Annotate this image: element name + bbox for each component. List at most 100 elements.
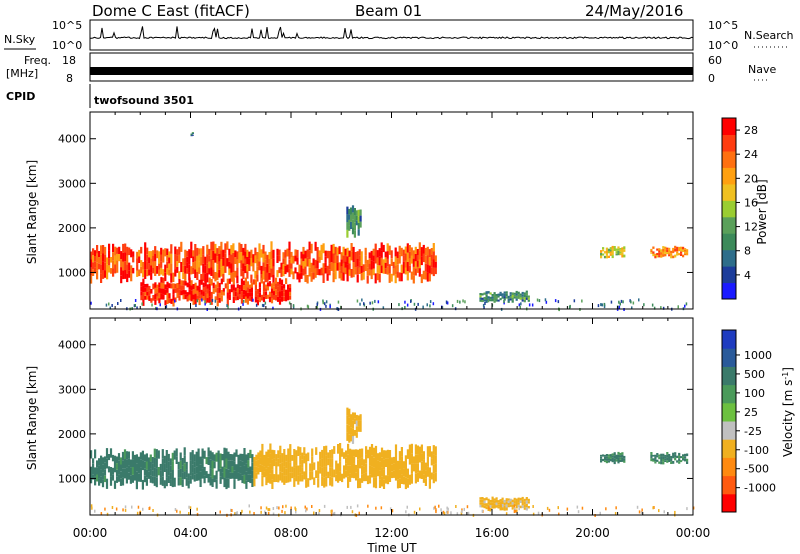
data-cell [619, 459, 622, 462]
data-cell [406, 271, 409, 281]
data-cell [227, 469, 230, 479]
data-cell [660, 456, 663, 459]
data-cell [325, 466, 328, 477]
data-cell [162, 256, 165, 263]
data-cell [617, 250, 620, 253]
data-cell [414, 473, 417, 484]
data-cell [525, 497, 528, 501]
data-cell [353, 471, 356, 479]
data-cell [493, 294, 496, 298]
data-cell [374, 273, 377, 284]
data-cell [142, 262, 145, 270]
data-cell [619, 248, 622, 250]
data-cell [202, 291, 205, 296]
data-cell [664, 249, 667, 252]
data-cell [249, 466, 252, 475]
data-cell [266, 263, 269, 273]
data-cell [287, 295, 290, 301]
freq-band [90, 67, 693, 75]
data-cell [324, 267, 327, 274]
data-cell [174, 246, 177, 254]
data-cell [94, 467, 97, 477]
data-cell [374, 445, 378, 457]
data-cell [114, 255, 117, 265]
data-cell [603, 251, 607, 254]
data-speckle [503, 300, 505, 303]
data-cell [378, 461, 382, 471]
data-cell [607, 248, 610, 251]
data-cell [153, 467, 156, 477]
data-speckle [484, 302, 486, 305]
colorbar-swatch [722, 282, 736, 300]
data-cell [287, 457, 290, 466]
data-cell [609, 247, 612, 250]
data-cell [295, 465, 298, 474]
data-cell [271, 469, 274, 480]
data-cell [190, 133, 193, 135]
data-cell [117, 460, 121, 468]
nsky-label: N.Sky [4, 33, 36, 46]
data-cell [203, 450, 206, 459]
data-cell [242, 289, 245, 295]
data-speckle [548, 508, 551, 512]
data-cell [251, 454, 254, 463]
data-cell [243, 465, 246, 475]
data-cell [378, 470, 382, 479]
data-cell [183, 471, 186, 480]
data-cell [364, 247, 367, 256]
data-cell [320, 244, 323, 253]
data-cell [410, 473, 413, 484]
data-cell [650, 452, 653, 456]
data-cell [408, 245, 411, 252]
data-cell [213, 461, 216, 469]
data-cell [184, 249, 187, 258]
data-cell [121, 468, 125, 478]
x-axis-label: Time UT [366, 541, 417, 554]
data-cell [295, 458, 298, 466]
data-cell [140, 295, 143, 301]
data-cell [155, 477, 158, 488]
data-speckle [600, 303, 602, 307]
data-cell [607, 255, 610, 258]
data-cell [143, 468, 146, 476]
data-cell [428, 467, 431, 479]
colorbar-swatch [722, 233, 736, 251]
data-cell [334, 246, 337, 255]
data-cell [420, 274, 423, 284]
data-speckle [440, 508, 442, 512]
data-cell [684, 249, 687, 252]
data-cell [262, 286, 266, 292]
data-cell [130, 249, 133, 258]
data-cell [329, 458, 332, 468]
data-cell [350, 414, 353, 421]
x-tick-label: 04:00 [173, 526, 208, 540]
data-cell [430, 261, 433, 268]
data-cell [100, 462, 103, 470]
data-cell [680, 460, 683, 463]
data-speckle [435, 508, 437, 512]
data-cell [219, 461, 222, 469]
data-speckle [94, 509, 96, 513]
velocity-colorbar-label-end: ] [781, 367, 795, 372]
data-cell [382, 259, 385, 267]
colorbar-swatch [722, 457, 736, 477]
data-cell [351, 449, 354, 459]
data-speckle [426, 303, 428, 307]
data-cell [424, 478, 427, 486]
data-cell [203, 475, 206, 484]
data-cell [250, 249, 253, 258]
data-cell [299, 472, 302, 482]
data-cell [330, 253, 333, 263]
data-cell [386, 449, 390, 459]
data-cell [240, 284, 243, 292]
data-cell [479, 504, 482, 508]
data-cell [304, 250, 307, 259]
data-cell [414, 254, 417, 262]
data-cell [184, 290, 187, 295]
data-cell [374, 253, 377, 264]
data-cell [267, 457, 270, 467]
data-cell [674, 454, 677, 458]
data-cell [670, 455, 673, 459]
data-cell [218, 269, 221, 278]
data-cell [262, 296, 266, 303]
